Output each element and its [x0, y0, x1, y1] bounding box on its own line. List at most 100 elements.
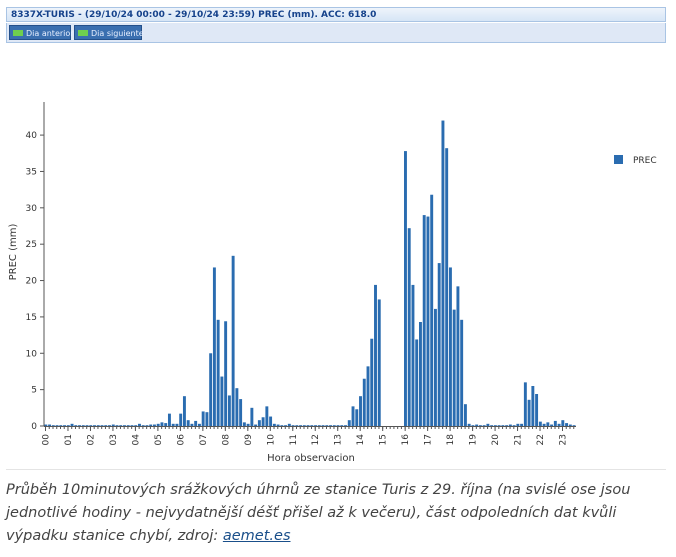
- legend-label: PREC: [633, 156, 657, 166]
- bar: [452, 309, 456, 426]
- bar: [212, 267, 216, 426]
- bar: [302, 425, 306, 426]
- x-tick-label: 23: [559, 434, 569, 445]
- bar: [138, 423, 141, 426]
- bar: [59, 425, 63, 426]
- x-tick-label: 22: [536, 434, 546, 445]
- bar: [535, 394, 539, 426]
- bar: [359, 396, 362, 426]
- bar: [351, 406, 355, 426]
- x-tick-label: 07: [199, 434, 209, 445]
- bar: [404, 151, 407, 426]
- bar: [501, 425, 505, 426]
- bar: [374, 284, 377, 426]
- x-tick-label: 16: [401, 434, 411, 446]
- x-tick-label: 06: [176, 434, 186, 446]
- y-tick-label: 15: [26, 313, 37, 323]
- bar: [314, 425, 318, 426]
- y-tick-label: 40: [26, 131, 38, 141]
- bar: [261, 417, 265, 426]
- bar: [317, 425, 321, 426]
- x-axis-label: Hora observacion: [267, 453, 355, 464]
- next-day-button[interactable]: Dia siguiente: [74, 25, 144, 40]
- bar: [340, 425, 344, 426]
- bar: [321, 425, 325, 426]
- bar: [66, 425, 70, 426]
- x-tick-label: 17: [424, 434, 434, 445]
- bar: [332, 425, 336, 426]
- bar: [108, 425, 111, 426]
- bar: [167, 413, 171, 426]
- bar: [329, 425, 332, 426]
- bar: [445, 148, 449, 426]
- bar: [557, 423, 561, 426]
- x-tick-label: 20: [491, 434, 501, 446]
- bar: [220, 376, 224, 426]
- x-tick-label: 05: [154, 434, 164, 445]
- bar: [493, 425, 497, 426]
- legend: PREC: [614, 155, 657, 166]
- bar: [430, 194, 434, 426]
- bar: [336, 425, 340, 426]
- x-tick-label: 00: [41, 434, 51, 446]
- bar: [254, 424, 258, 426]
- bar: [48, 424, 52, 426]
- x-tick-label: 03: [109, 434, 119, 445]
- x-tick-label: 19: [469, 434, 479, 446]
- x-tick-label: 04: [131, 434, 141, 446]
- caption-separator: [6, 469, 666, 470]
- bar: [156, 423, 160, 426]
- bar: [287, 423, 291, 426]
- source-link[interactable]: aemet.es: [222, 528, 291, 544]
- bar: [355, 409, 359, 426]
- bar: [490, 425, 494, 426]
- bar: [115, 425, 119, 426]
- bar: [426, 216, 430, 426]
- bar: [227, 395, 231, 426]
- bar: [568, 424, 572, 426]
- bar: [74, 425, 78, 426]
- y-tick-label: 25: [26, 240, 37, 250]
- bar: [51, 425, 55, 426]
- bar: [130, 425, 134, 426]
- bar: [201, 411, 205, 426]
- bar: [523, 382, 527, 426]
- bar: [171, 423, 175, 426]
- bar: [291, 425, 295, 426]
- bar: [250, 407, 254, 426]
- bar: [216, 319, 220, 426]
- bar: [415, 339, 419, 426]
- bar: [299, 425, 303, 426]
- previous-day-button[interactable]: Dia anterior: [9, 25, 74, 40]
- bar: [89, 425, 93, 426]
- bar: [505, 425, 509, 426]
- bar: [280, 425, 284, 426]
- bar: [119, 425, 123, 426]
- bar: [542, 423, 546, 426]
- x-tick-label: 14: [356, 434, 366, 446]
- legend-swatch: [614, 155, 623, 164]
- bar: [246, 423, 250, 426]
- figure-caption: Průběh 10minutových srážkových úhrnů ze …: [6, 479, 670, 548]
- bar: [190, 423, 194, 426]
- bar: [295, 425, 299, 426]
- bar: [182, 396, 186, 426]
- bar: [179, 413, 183, 426]
- bar: [437, 263, 441, 426]
- bar: [265, 406, 269, 426]
- bar: [497, 425, 501, 426]
- bar: [175, 423, 179, 426]
- bar: [78, 425, 81, 426]
- x-tick-label: 12: [311, 434, 321, 445]
- bar: [377, 299, 381, 426]
- arrow-left-icon: [13, 29, 23, 36]
- x-tick-label: 02: [86, 434, 96, 445]
- bar: [347, 420, 351, 426]
- y-axis-label: PREC (mm): [8, 224, 19, 281]
- bar: [194, 420, 198, 426]
- bar: [160, 422, 164, 426]
- bar: [186, 420, 190, 426]
- bar: [520, 423, 524, 426]
- bar: [366, 366, 370, 426]
- previous-day-label: Dia anterior: [26, 29, 74, 38]
